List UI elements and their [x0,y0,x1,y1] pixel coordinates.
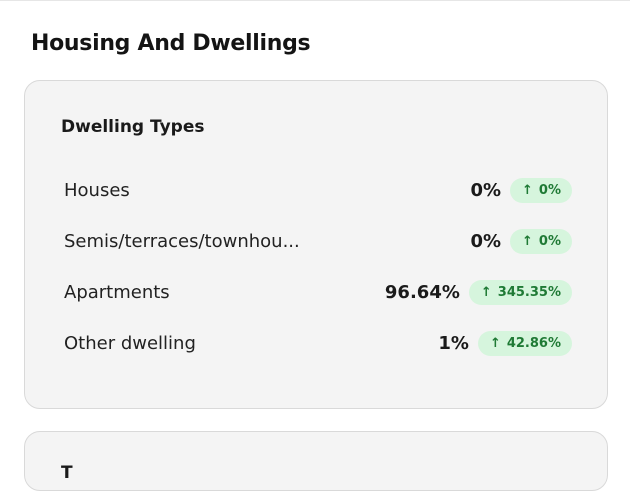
section-title: Housing And Dwellings [31,31,311,56]
dwelling-type-value: 1% [438,333,469,354]
dwelling-type-value: 0% [470,231,502,252]
dwelling-type-label: Semis/terraces/townhou... [64,231,300,252]
list-item: Semis/terraces/townhou... 0% ↑ 0% [64,216,572,267]
arrow-up-icon: ↑ [489,336,501,351]
change-badge: ↑ 0% [510,178,572,203]
dwelling-type-values: 96.64% ↑ 345.35% [385,280,572,305]
dwelling-type-label: Houses [64,180,130,201]
list-item: Other dwelling 1% ↑ 42.86% [64,318,572,369]
change-badge: ↑ 42.86% [477,331,572,356]
dwelling-type-values: 0% ↑ 0% [470,229,572,254]
top-divider [0,0,630,1]
dwelling-type-label: Apartments [64,282,170,303]
arrow-up-icon: ↑ [480,285,492,300]
card-title: Dwelling Types [61,117,205,137]
dwelling-type-values: 1% ↑ 42.86% [438,331,572,356]
change-value: 345.35% [497,285,561,300]
next-card: T [24,431,608,491]
dwelling-types-list: Houses 0% ↑ 0% Semis/terraces/townhou...… [64,165,572,369]
change-value: 0% [538,234,561,249]
dwelling-type-values: 0% ↑ 0% [470,178,572,203]
arrow-up-icon: ↑ [522,183,533,198]
arrow-up-icon: ↑ [522,234,533,249]
list-item: Apartments 96.64% ↑ 345.35% [64,267,572,318]
change-value: 42.86% [506,336,561,351]
dwelling-type-value: 0% [470,180,502,201]
change-badge: ↑ 345.35% [468,280,572,305]
dwelling-types-card: Dwelling Types Houses 0% ↑ 0% Semis/terr… [24,80,608,409]
list-item: Houses 0% ↑ 0% [64,165,572,216]
change-badge: ↑ 0% [510,229,572,254]
dwelling-type-label: Other dwelling [64,333,196,354]
dwelling-type-value: 96.64% [384,282,460,303]
next-card-title: T [61,463,73,483]
change-value: 0% [538,183,561,198]
